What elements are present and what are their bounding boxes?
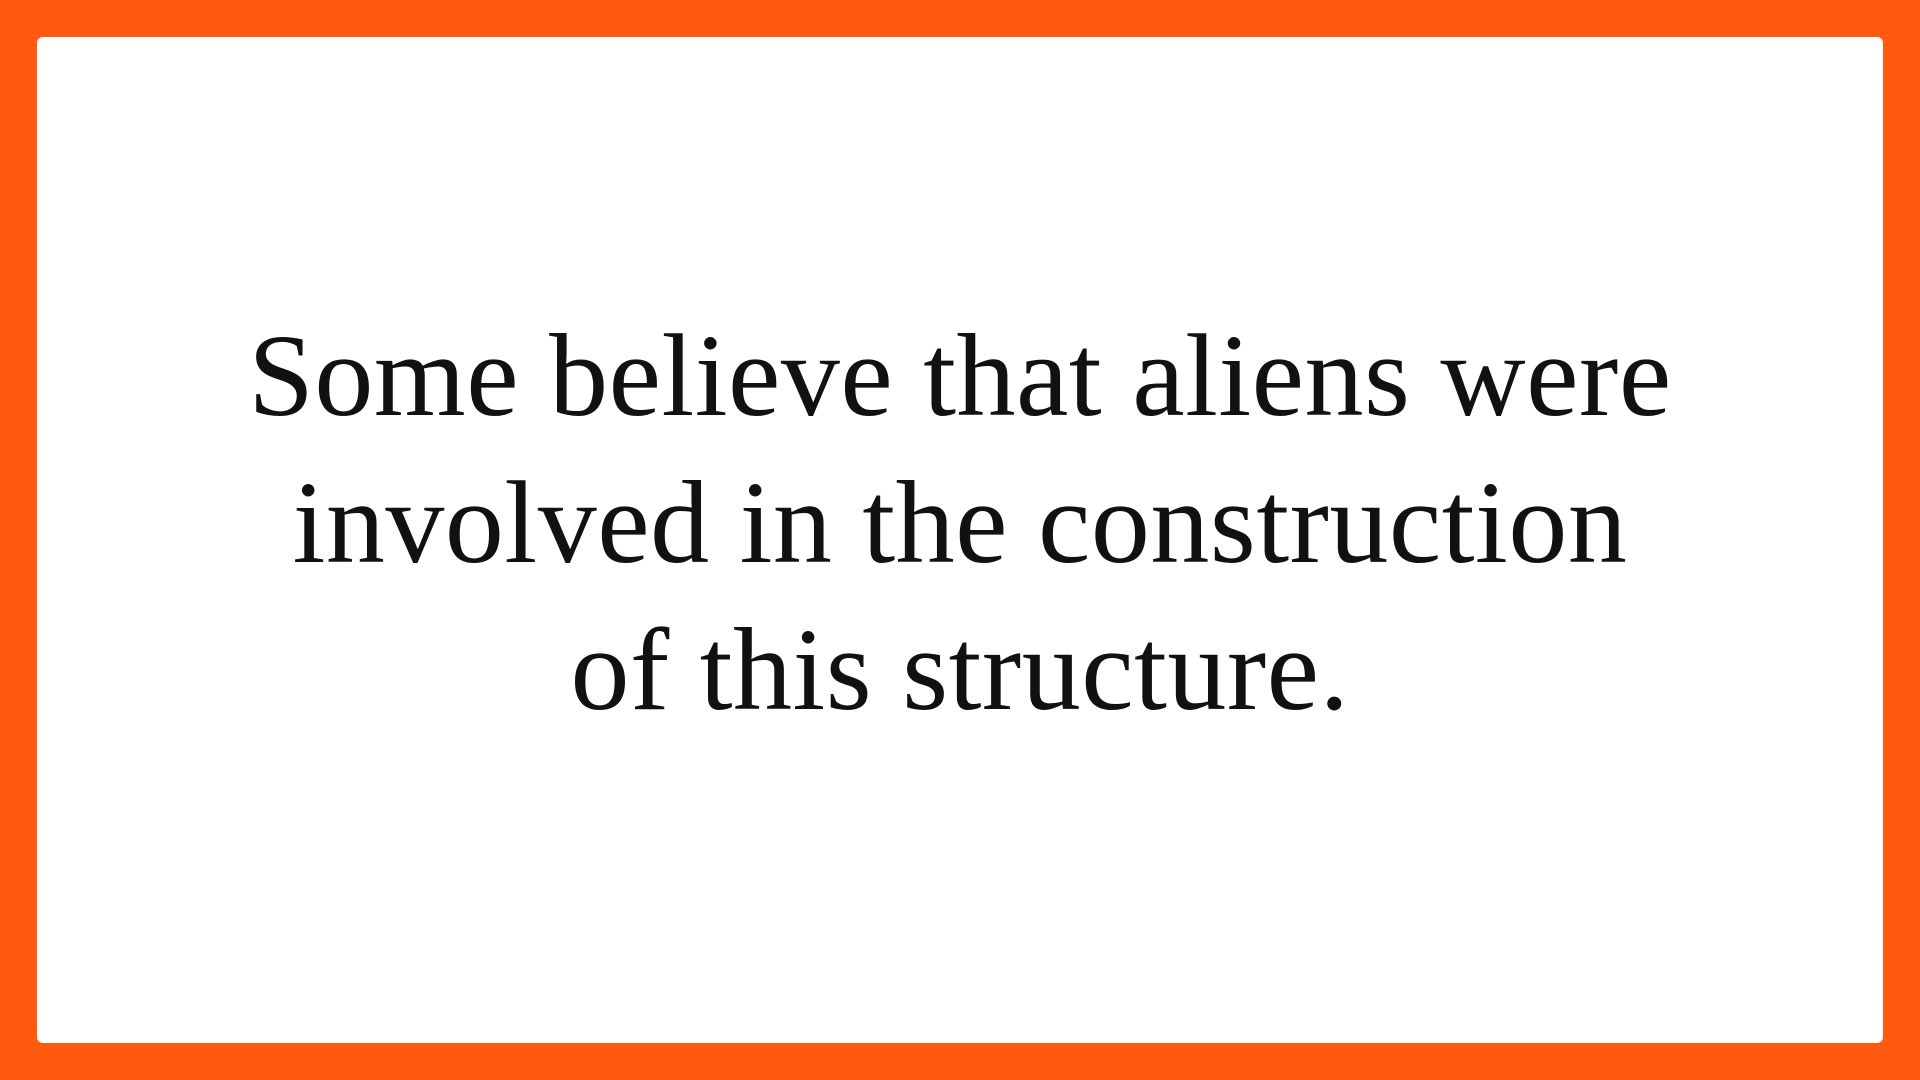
quote-line-2: involved in the construction [292,456,1628,588]
quote-text: Some believe that aliens were involved i… [70,302,1850,743]
quote-line-1: Some believe that aliens were [248,309,1672,441]
quote-card: Some believe that aliens were involved i… [37,37,1883,1043]
quote-line-3: of this structure. [570,603,1350,735]
